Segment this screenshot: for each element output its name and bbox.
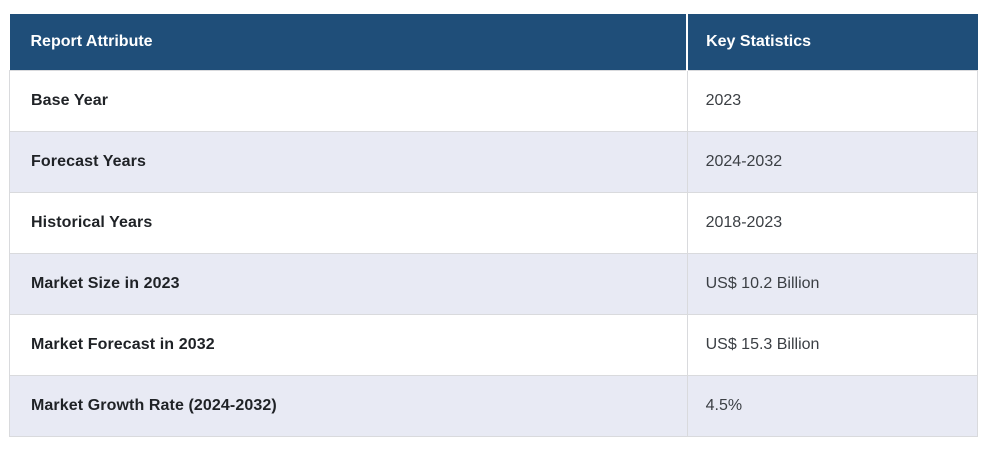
column-header-report-attribute: Report Attribute [9, 14, 688, 70]
value-cell: 2018-2023 [686, 191, 979, 254]
attribute-cell: Market Growth Rate (2024-2032) [9, 374, 688, 437]
attribute-cell: Market Size in 2023 [9, 252, 688, 315]
header-row: Report Attribute Key Statistics [9, 14, 978, 70]
table-row: Market Forecast in 2032 US$ 15.3 Billion [9, 313, 979, 376]
table-header: Report Attribute Key Statistics [9, 14, 978, 70]
table-row: Market Growth Rate (2024-2032) 4.5% [9, 374, 979, 437]
value-cell: 2023 [686, 69, 979, 132]
value-cell: 4.5% [686, 374, 979, 437]
report-statistics-table-container: Report Attribute Key Statistics Base Yea… [9, 14, 979, 437]
attribute-cell: Forecast Years [9, 130, 688, 193]
attribute-cell: Market Forecast in 2032 [9, 313, 688, 376]
value-cell: US$ 10.2 Billion [686, 252, 979, 315]
table-row: Historical Years 2018-2023 [9, 191, 979, 254]
column-header-key-statistics: Key Statistics [686, 14, 978, 70]
attribute-cell: Historical Years [9, 191, 688, 254]
table-row: Base Year 2023 [9, 69, 979, 132]
value-cell: US$ 15.3 Billion [686, 313, 979, 376]
table-row: Market Size in 2023 US$ 10.2 Billion [9, 252, 979, 315]
report-statistics-table: Report Attribute Key Statistics Base Yea… [9, 14, 979, 437]
attribute-cell: Base Year [9, 69, 688, 132]
table-row: Forecast Years 2024-2032 [9, 130, 979, 193]
table-body: Base Year 2023 Forecast Years 2024-2032 … [9, 69, 979, 437]
value-cell: 2024-2032 [686, 130, 979, 193]
